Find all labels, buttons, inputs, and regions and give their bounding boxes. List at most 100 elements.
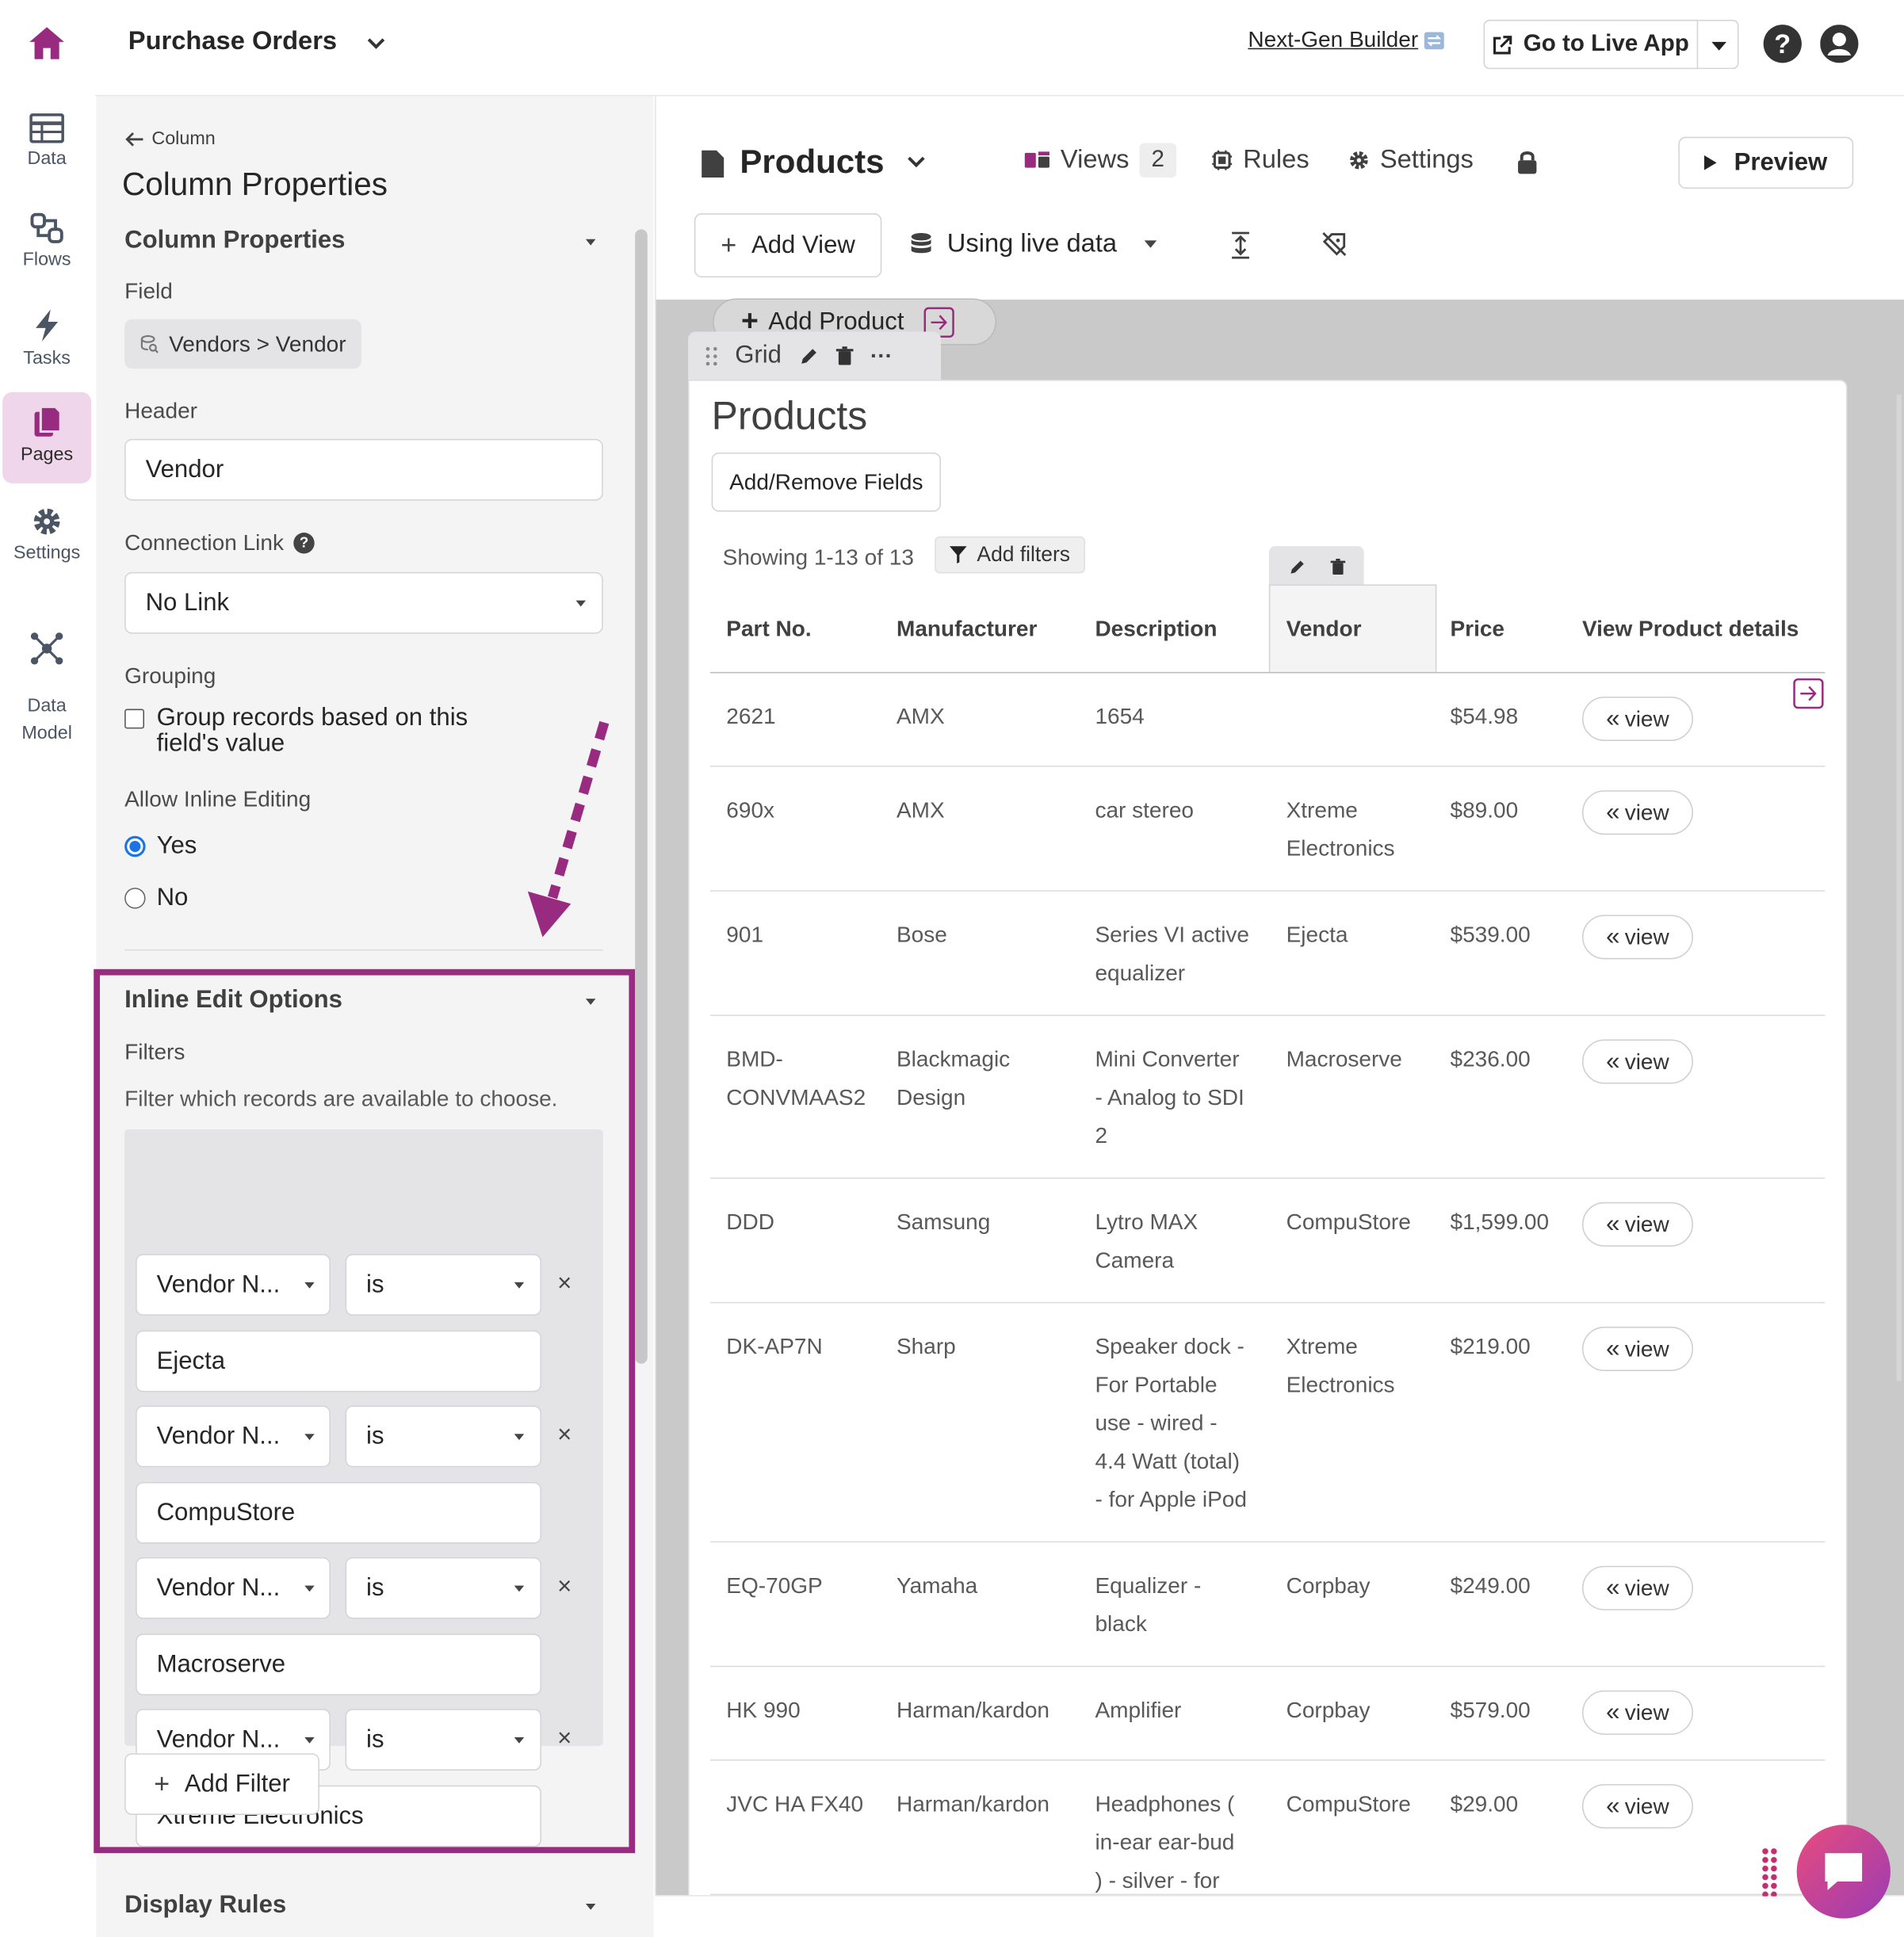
filter-value-input[interactable]: CompuStore [136, 1481, 541, 1544]
spacing-icon[interactable] [1229, 231, 1252, 260]
col-header-vendor[interactable]: Vendor [1286, 616, 1362, 641]
table-cell: Lytro MAX Camera [1095, 1209, 1199, 1273]
nav-item-settings[interactable]: Settings [2, 493, 91, 584]
section-inline-edit-options[interactable]: Inline Edit Options [124, 987, 606, 1016]
filter-value-input[interactable]: Ejecta [136, 1330, 541, 1393]
home-icon[interactable] [27, 25, 67, 67]
views-button[interactable]: Views 2 [1023, 143, 1177, 178]
col-header-part-no[interactable]: Part No. [726, 616, 812, 641]
col-header-description[interactable]: Description [1095, 616, 1218, 641]
table-cell: Corpbay [1286, 1573, 1371, 1599]
chevron-down-icon[interactable] [906, 155, 926, 170]
filters-label: Filters [124, 1039, 185, 1064]
pencil-icon[interactable] [1288, 558, 1306, 575]
no-radio[interactable] [124, 888, 146, 909]
go-to-live-app-button[interactable]: Go to Live App [1483, 19, 1699, 70]
settings-button[interactable]: Settings [1348, 146, 1474, 175]
flows-icon [30, 212, 63, 243]
remove-filter-icon[interactable]: × [557, 1573, 572, 1601]
vendor-column-tools[interactable] [1268, 546, 1364, 587]
nav-item-pages[interactable]: Pages [2, 392, 92, 483]
live-data-select[interactable]: Using live data [910, 229, 1157, 258]
add-filter-button[interactable]: + Add Filter [124, 1753, 319, 1815]
pencil-icon[interactable] [799, 346, 819, 365]
help-icon[interactable]: ? [1763, 25, 1802, 63]
yes-radio[interactable] [124, 835, 146, 858]
panel-scrollbar[interactable] [635, 229, 648, 1364]
grid-view-toolbar[interactable]: Grid ... [688, 331, 941, 380]
back-link[interactable]: Column [124, 128, 216, 149]
remove-filter-icon[interactable]: × [557, 1270, 572, 1297]
col-header-price[interactable]: Price [1450, 616, 1505, 641]
preview-button[interactable]: Preview [1678, 136, 1854, 189]
field-label: Field [124, 278, 173, 304]
group-records-checkbox[interactable] [124, 709, 145, 729]
view-button[interactable]: « view [1581, 790, 1693, 835]
trash-icon[interactable] [1329, 558, 1345, 575]
view-button[interactable]: « view [1581, 696, 1693, 741]
chat-button[interactable] [1796, 1824, 1891, 1919]
divider [124, 949, 603, 951]
remove-filter-icon[interactable]: × [557, 1421, 572, 1449]
view-button[interactable]: « view [1581, 1202, 1693, 1247]
help-icon[interactable]: ? [293, 533, 315, 554]
view-button[interactable]: « view [1581, 1784, 1693, 1829]
app-title[interactable]: Purchase Orders [128, 27, 338, 56]
filter-field-select[interactable]: Vendor N... [136, 1557, 331, 1619]
more-icon[interactable]: ... [870, 338, 893, 363]
chevron-down-icon[interactable] [366, 37, 386, 52]
caret-down-icon [304, 1585, 315, 1592]
filter-operator-select[interactable]: is [345, 1254, 541, 1316]
view-button[interactable]: « view [1581, 915, 1693, 960]
section-column-properties[interactable]: Column Properties [124, 227, 606, 256]
workspace-scrollbar[interactable] [1896, 394, 1902, 1381]
table-cell: Series VI active equalizer [1095, 922, 1250, 986]
remove-filter-icon[interactable]: × [557, 1725, 572, 1752]
table-cell: $579.00 [1450, 1698, 1531, 1723]
add-remove-fields-button[interactable]: Add/Remove Fields [711, 452, 941, 512]
filter-field-select[interactable]: Vendor N... [136, 1405, 331, 1468]
rules-button[interactable]: Rules [1211, 146, 1309, 175]
col-header-manufacturer[interactable]: Manufacturer [896, 616, 1038, 641]
table-row [710, 1761, 1826, 1896]
nav-item-data[interactable]: Data [2, 101, 91, 193]
header-input[interactable]: Vendor [124, 438, 603, 501]
next-gen-builder-link[interactable]: Next-Gen Builder [1248, 27, 1445, 53]
table-row [710, 1016, 1826, 1179]
table-cell: Bose [896, 922, 947, 947]
drag-handle-icon[interactable] [705, 346, 718, 365]
nav-item-tasks[interactable]: Tasks [2, 296, 91, 387]
filter-operator-select[interactable]: is [345, 1405, 541, 1468]
nav-item-flows[interactable]: Flows [2, 200, 91, 291]
table-cell: JVC HA FX40 [726, 1791, 864, 1817]
table-cell: Xtreme Electronics [1286, 1334, 1395, 1397]
view-button[interactable]: « view [1581, 1039, 1693, 1084]
view-button[interactable]: « view [1581, 1326, 1693, 1371]
vendor-column-header-selected[interactable] [1268, 584, 1437, 672]
filter-operator-select[interactable]: is [345, 1557, 541, 1619]
live-app-dropdown-button[interactable] [1698, 19, 1739, 70]
drag-dots-icon[interactable] [1761, 1847, 1779, 1897]
user-avatar-icon[interactable] [1820, 25, 1859, 63]
connection-link-select[interactable]: No Link [124, 571, 603, 634]
add-filters-button[interactable]: Add filters [935, 536, 1086, 574]
chevrons-left-icon: « [1606, 1335, 1620, 1363]
nav-item-data-model[interactable]: Data Model [2, 592, 91, 743]
view-button[interactable]: « view [1581, 1690, 1693, 1735]
filter-operator-select[interactable]: is [345, 1709, 541, 1771]
arrow-right-box-icon[interactable] [1793, 678, 1824, 709]
filter-field-select[interactable]: Vendor N... [136, 1254, 331, 1316]
lock-icon[interactable] [1517, 149, 1538, 175]
col-header-view-details[interactable]: View Product details [1581, 616, 1799, 641]
section-display-rules[interactable]: Display Rules [124, 1891, 606, 1920]
chevrons-left-icon: « [1606, 799, 1620, 827]
view-button[interactable]: « view [1581, 1565, 1693, 1610]
table-cell: AMX [896, 704, 945, 729]
filter-value-input[interactable]: Macroserve [136, 1633, 541, 1696]
page-title[interactable]: Products [740, 143, 885, 181]
add-view-button[interactable]: + Add View [694, 213, 882, 278]
table-header-row [710, 584, 1826, 674]
no-style-icon[interactable] [1321, 231, 1348, 258]
trash-icon[interactable] [835, 346, 854, 365]
table-cell: $539.00 [1450, 922, 1531, 947]
